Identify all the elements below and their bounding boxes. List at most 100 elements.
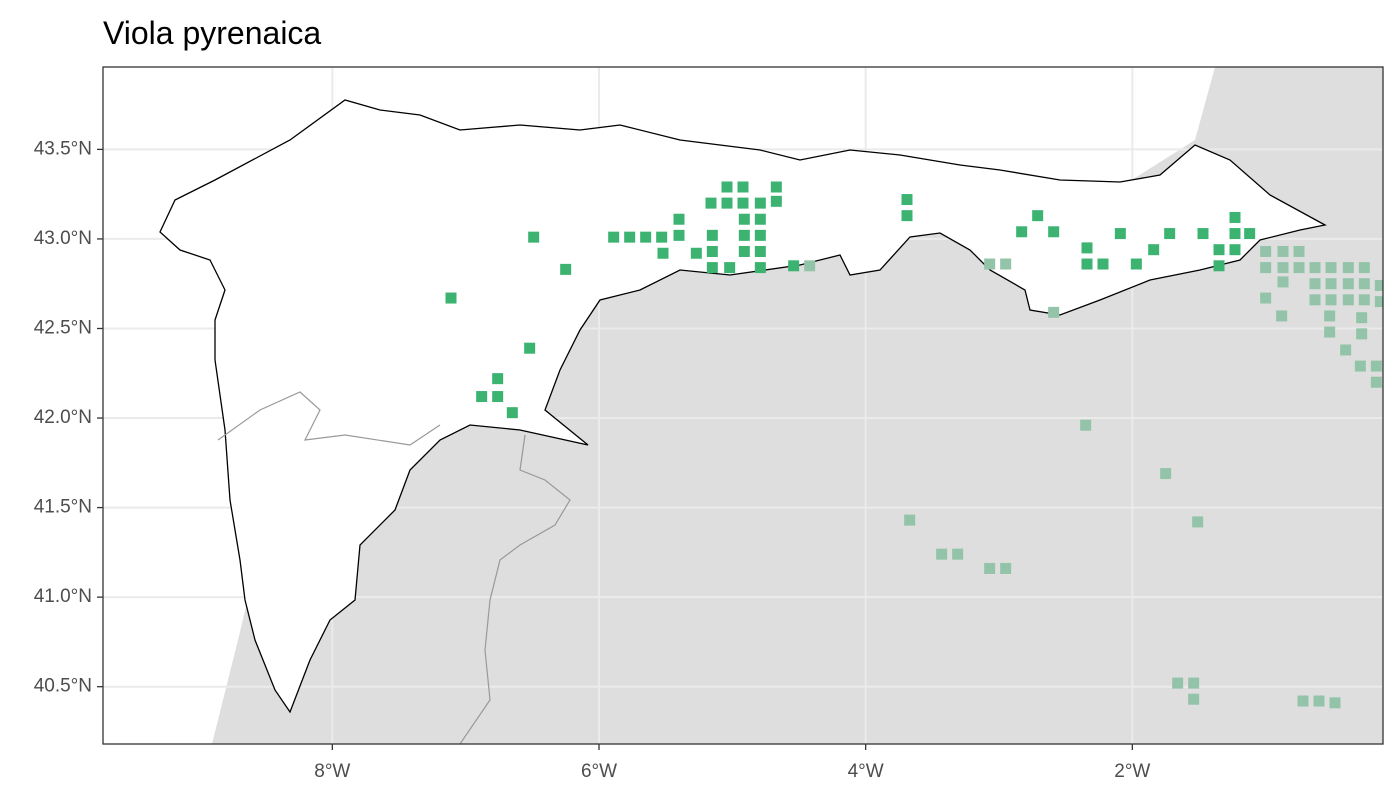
map-panel (103, 67, 1383, 744)
occurrence-cell (1370, 360, 1382, 372)
occurrence-cell (1229, 228, 1241, 240)
occurrence-cell (1324, 326, 1336, 338)
occurrence-cell (706, 262, 718, 274)
occurrence-cell (673, 213, 685, 225)
occurrence-cell (673, 229, 685, 241)
occurrence-cell (705, 197, 717, 209)
occurrence-cell (1374, 280, 1383, 292)
occurrence-cell (1354, 360, 1366, 372)
occurrence-cell (1114, 228, 1126, 240)
occurrence-cell (1016, 226, 1028, 238)
occurrence-cell (690, 247, 702, 259)
y-tick-label: 43.5°N (34, 138, 92, 159)
occurrence-cell (1160, 468, 1172, 480)
occurrence-cell (1032, 210, 1044, 222)
occurrence-cell (1356, 328, 1368, 340)
y-tick-label: 42.5°N (34, 318, 92, 339)
occurrence-cell (1197, 228, 1209, 240)
occurrence-cell (754, 213, 766, 225)
occurrence-cell (984, 258, 996, 270)
occurrence-cell (476, 391, 488, 403)
occurrence-cell (1130, 258, 1142, 270)
occurrence-cell (738, 229, 750, 241)
occurrence-cell (737, 197, 749, 209)
y-tick-label: 40.5°N (34, 676, 92, 697)
x-tick-label: 8°W (314, 761, 350, 782)
occurrence-cell (936, 548, 948, 560)
occurrence-cell (1148, 244, 1160, 256)
occurrence-cell (492, 373, 504, 385)
occurrence-cell (754, 262, 766, 274)
x-tick-label: 2°W (1114, 761, 1150, 782)
y-tick-label: 42.0°N (34, 407, 92, 428)
occurrence-cell (721, 181, 733, 193)
panel-border (102, 66, 1384, 745)
x-tick-label: 6°W (581, 761, 617, 782)
occurrence-cell (1342, 262, 1354, 274)
occurrence-cell (706, 245, 718, 257)
occurrence-cell (608, 231, 620, 243)
occurrence-cell (524, 342, 536, 354)
occurrence-cell (1260, 245, 1272, 257)
occurrence-cell (1048, 306, 1060, 318)
occurrence-cell (901, 194, 913, 206)
occurrence-cell (1081, 242, 1093, 254)
occurrence-cell (1340, 344, 1352, 356)
occurrence-cell (770, 195, 782, 207)
occurrence-cell (1229, 244, 1241, 256)
occurrence-cell (1324, 310, 1336, 322)
occurrence-cell (1260, 262, 1272, 274)
chart-title: Viola pyrenaica (103, 15, 321, 51)
occurrence-cell (1277, 276, 1289, 288)
occurrence-cell (754, 229, 766, 241)
occurrence-cell (1309, 262, 1321, 274)
occurrence-cell (1342, 294, 1354, 306)
occurrence-cell (737, 181, 749, 193)
occurrence-cell (1356, 312, 1368, 324)
occurrence-cell (445, 292, 457, 304)
occurrence-cell (624, 231, 636, 243)
occurrence-cell (1358, 278, 1370, 290)
occurrence-cell (788, 260, 800, 272)
occurrence-cell (1080, 419, 1092, 431)
occurrence-cell (901, 210, 913, 222)
occurrence-cell (706, 229, 718, 241)
occurrence-cell (1244, 228, 1256, 240)
occurrence-cell (1329, 697, 1341, 709)
occurrence-cell (1097, 258, 1109, 270)
occurrence-cell (1164, 228, 1176, 240)
occurrence-cell (528, 231, 540, 243)
border-line (217, 391, 571, 744)
occurrence-cell (1000, 562, 1012, 574)
y-tick-label: 41.5°N (34, 497, 92, 518)
occurrence-cell (1370, 376, 1382, 388)
occurrence-cell (1358, 294, 1370, 306)
occurrence-cell (1325, 262, 1337, 274)
occurrence-cell (1000, 258, 1012, 270)
occurrence-cell (1048, 226, 1060, 238)
occurrence-cell (904, 514, 916, 526)
occurrence-cell (1188, 693, 1200, 705)
occurrence-cell (1293, 245, 1305, 257)
occurrence-cell (804, 260, 816, 272)
occurrence-cell (754, 245, 766, 257)
occurrence-cell (1309, 278, 1321, 290)
y-tick-label: 43.0°N (34, 228, 92, 249)
occurrence-cell (1309, 294, 1321, 306)
occurrence-cell (1293, 262, 1305, 274)
occurrence-cell (506, 407, 518, 419)
occurrence-cell (1229, 211, 1241, 223)
occurrence-cell (1276, 310, 1288, 322)
occurrence-cell (1188, 677, 1200, 689)
y-tick-label: 41.0°N (34, 586, 92, 607)
occurrence-cell (656, 231, 668, 243)
occurrence-cell (1277, 262, 1289, 274)
occurrence-cell (738, 213, 750, 225)
occurrence-cell (1192, 516, 1204, 528)
occurrence-cell (1081, 258, 1093, 270)
occurrence-cell (1172, 677, 1184, 689)
occurrence-cell (657, 247, 669, 259)
occurrence-cell (721, 197, 733, 209)
occurrence-cell (1213, 260, 1225, 272)
